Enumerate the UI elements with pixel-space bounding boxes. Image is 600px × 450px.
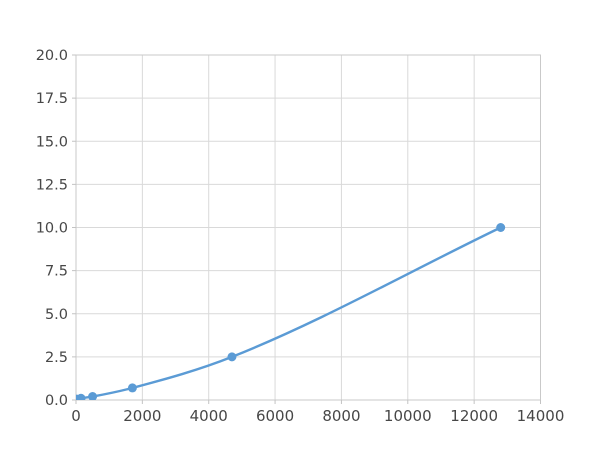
- data-point-marker: [227, 352, 237, 362]
- y-tick-label: 20.0: [36, 48, 68, 64]
- data-point-marker: [88, 392, 98, 400]
- y-tick-label: 10.0: [36, 221, 68, 237]
- data-point-marker: [496, 223, 506, 232]
- y-tick-label: 5.0: [45, 307, 68, 323]
- data-point-marker: [127, 383, 137, 393]
- x-tick-label: 0: [71, 407, 81, 425]
- y-tick-label: 15.0: [36, 134, 68, 150]
- x-tick-label: 4000: [190, 407, 228, 425]
- x-tick-label: 8000: [322, 407, 360, 425]
- y-tick-label: 17.5: [36, 91, 68, 107]
- y-tick-label: 12.5: [36, 177, 68, 193]
- x-tick-label: 2000: [123, 407, 161, 425]
- y-tick-label: 7.5: [45, 264, 68, 280]
- x-tick-label: 6000: [256, 407, 294, 425]
- data-point-marker: [76, 393, 86, 400]
- series-group: [76, 223, 506, 400]
- y-tick-label: 2.5: [45, 350, 68, 366]
- x-tick-label: 12000: [450, 407, 498, 425]
- x-tick-label: 10000: [384, 407, 432, 425]
- y-tick-label: 0.0: [45, 393, 68, 409]
- x-tick-label: 14000: [517, 407, 565, 425]
